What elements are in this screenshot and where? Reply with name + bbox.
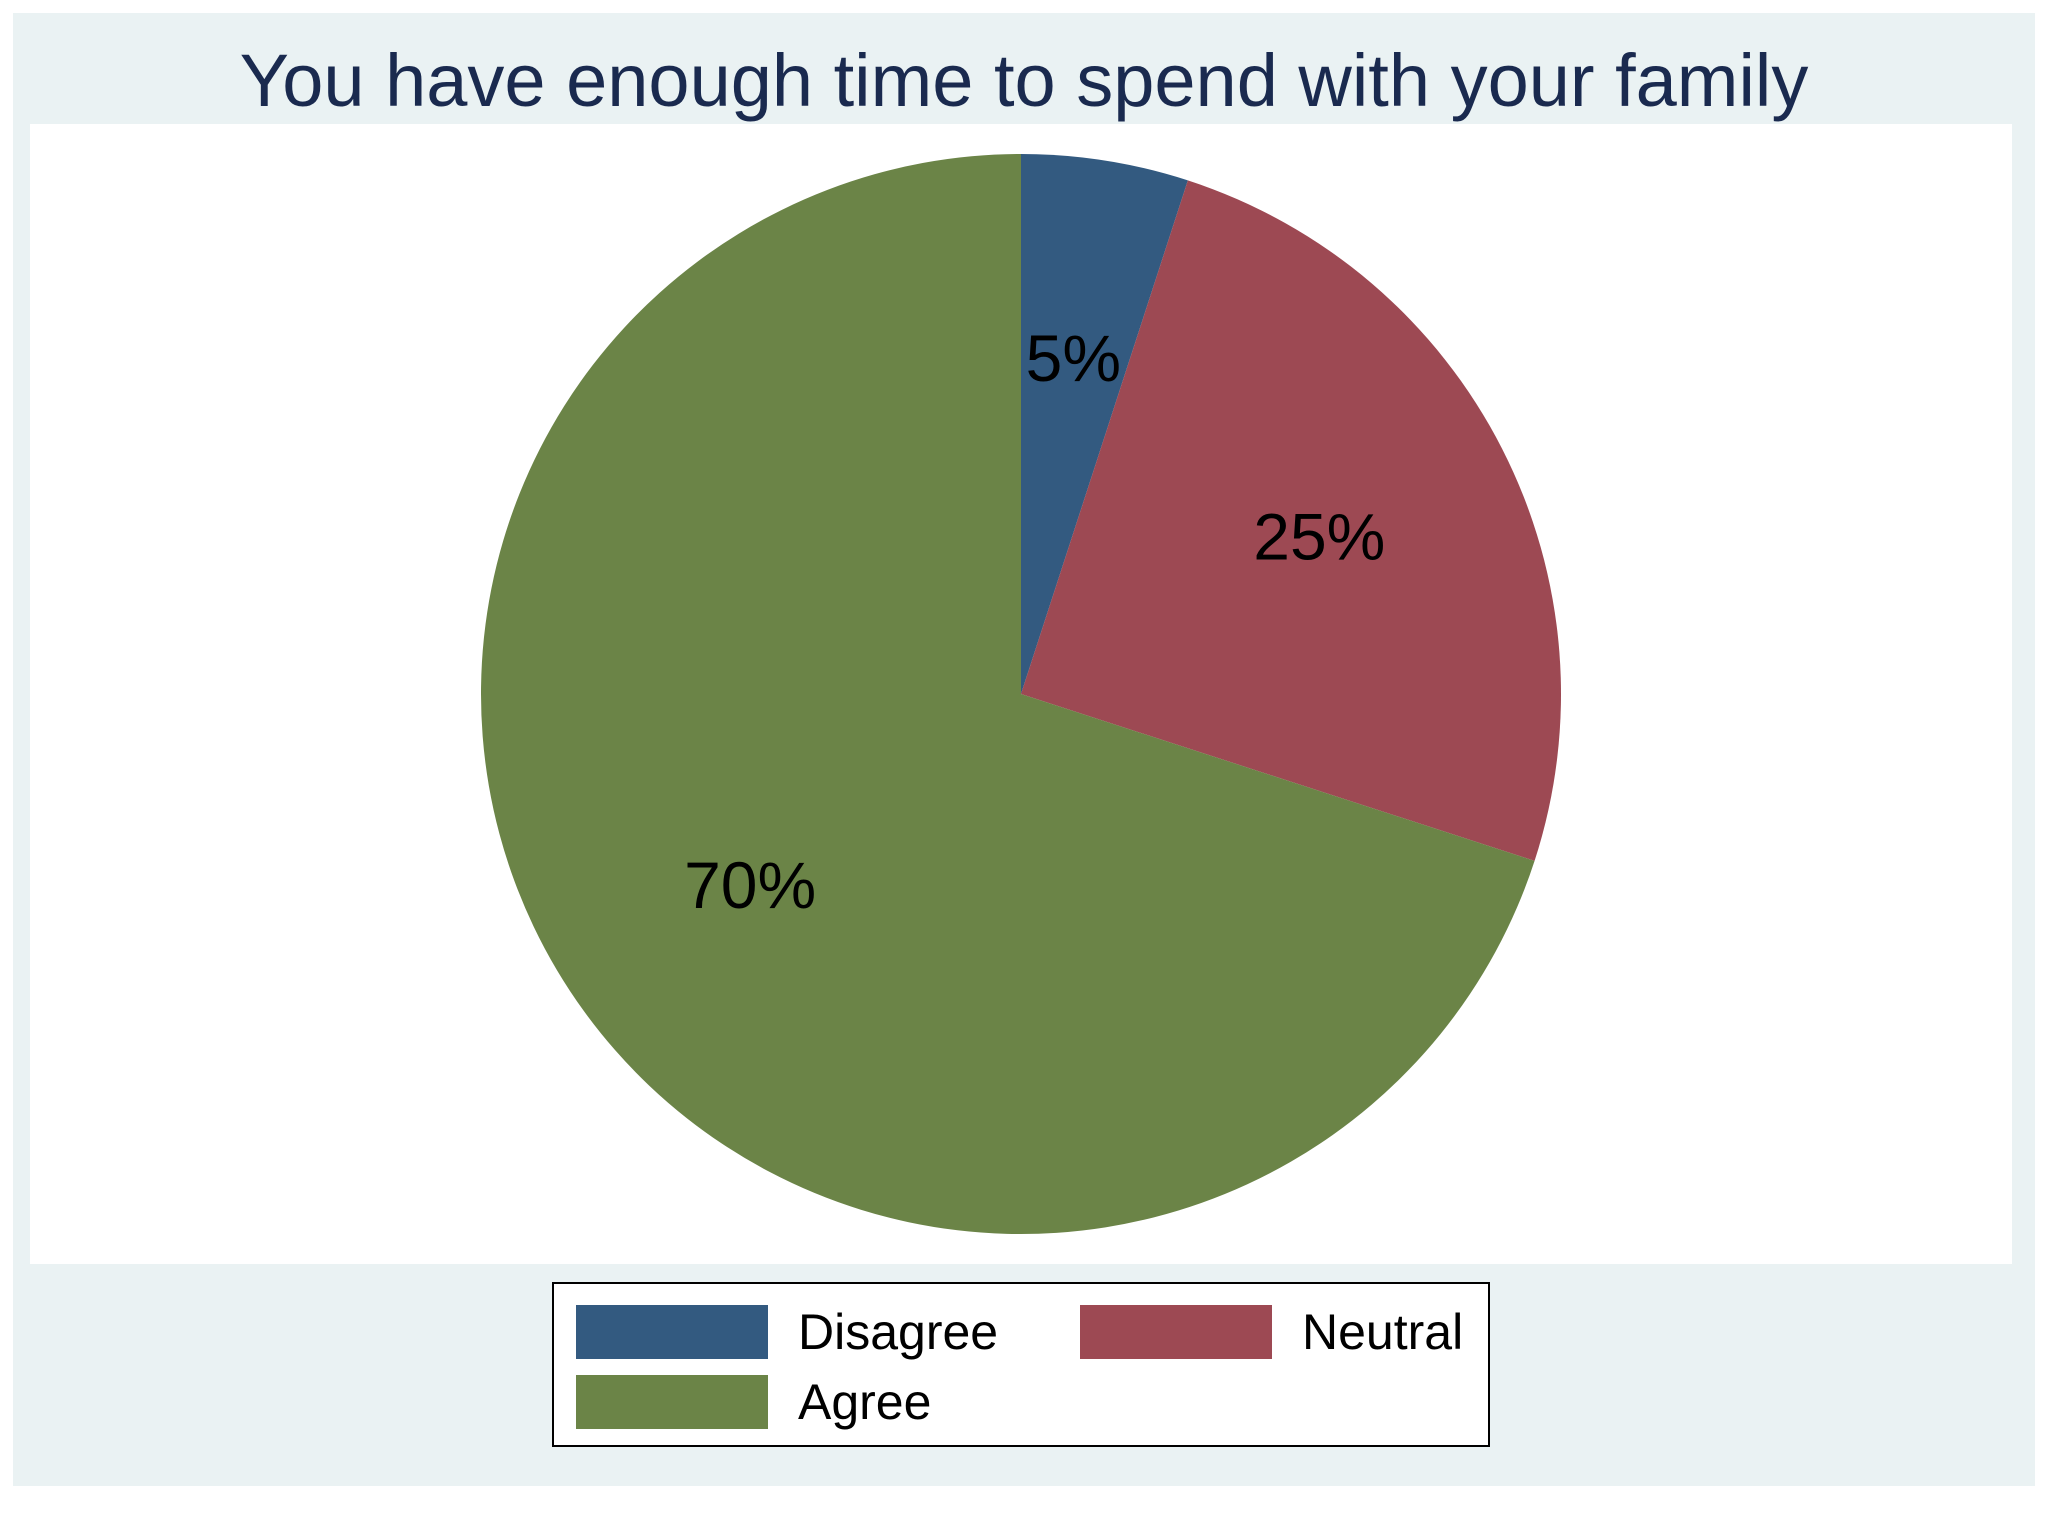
- legend: Disagree Neutral Agree: [552, 1282, 1490, 1447]
- legend-swatch-disagree: [576, 1305, 768, 1359]
- slice-label-agree: 70%: [684, 848, 816, 922]
- legend-label-neutral: Neutral: [1302, 1304, 1464, 1360]
- slice-label-neutral: 25%: [1253, 499, 1385, 573]
- legend-swatch-neutral: [1080, 1305, 1272, 1359]
- legend-label-disagree: Disagree: [798, 1304, 999, 1360]
- pie-slice-neutral: [1021, 180, 1562, 861]
- plot-area: 5% 25% 70%: [30, 124, 2012, 1264]
- chart-title: You have enough time to spend with your …: [239, 39, 1809, 122]
- legend-label-agree: Agree: [798, 1374, 932, 1430]
- slice-label-disagree: 5%: [1026, 321, 1121, 395]
- pie-chart: 5% 25% 70%: [481, 154, 1562, 1235]
- pie-slice-disagree: [1021, 154, 1188, 694]
- pie-slice-agree: [481, 154, 1535, 1235]
- legend-swatch-agree: [576, 1375, 768, 1429]
